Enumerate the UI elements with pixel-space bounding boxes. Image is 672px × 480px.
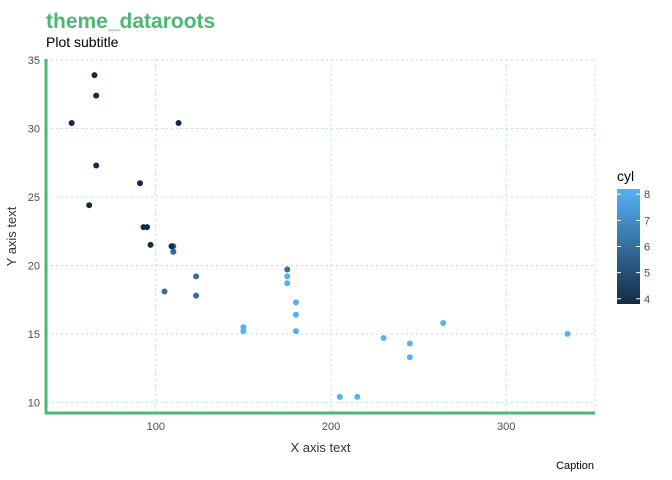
legend-title: cyl bbox=[617, 168, 634, 184]
x-axis-title: X axis text bbox=[291, 440, 351, 455]
chart-subtitle: Plot subtitle bbox=[46, 34, 119, 50]
y-tick-label: 35 bbox=[28, 55, 40, 67]
chart-title: theme_dataroots bbox=[46, 10, 215, 33]
legend-label: 7 bbox=[644, 215, 650, 227]
data-point bbox=[93, 92, 100, 99]
y-tick-label: 10 bbox=[28, 397, 40, 409]
legend: cyl 4 5 6 7 8 bbox=[617, 168, 650, 306]
legend-label: 4 bbox=[644, 294, 650, 306]
data-point bbox=[354, 393, 361, 400]
legend-label: 5 bbox=[644, 268, 650, 280]
data-point bbox=[193, 273, 200, 280]
y-axis-title: Y axis text bbox=[4, 206, 19, 266]
data-point bbox=[292, 328, 299, 335]
data-point bbox=[284, 266, 291, 273]
grid bbox=[46, 59, 596, 413]
data-point bbox=[240, 324, 247, 331]
data-point bbox=[440, 319, 447, 326]
data-point bbox=[86, 202, 93, 209]
data-point bbox=[170, 248, 177, 255]
data-point bbox=[68, 120, 75, 127]
data-points bbox=[68, 72, 571, 400]
chart-caption: Caption bbox=[556, 460, 594, 472]
data-point bbox=[175, 120, 182, 127]
data-point bbox=[91, 72, 98, 79]
axis-lines bbox=[44, 59, 595, 415]
data-point bbox=[406, 340, 413, 347]
data-point bbox=[147, 241, 154, 248]
legend-ticks: 4 5 6 7 8 bbox=[617, 189, 650, 306]
colorbar bbox=[617, 189, 640, 304]
legend-label: 6 bbox=[644, 242, 650, 254]
data-point bbox=[168, 243, 175, 250]
y-tick-label: 30 bbox=[28, 123, 40, 135]
x-tick-label: 200 bbox=[322, 421, 340, 433]
data-point bbox=[292, 299, 299, 306]
data-point bbox=[193, 292, 200, 299]
data-point bbox=[336, 393, 343, 400]
data-point bbox=[406, 354, 413, 361]
data-point bbox=[380, 335, 387, 342]
data-point bbox=[292, 311, 299, 318]
x-tick-label: 300 bbox=[497, 421, 515, 433]
data-point bbox=[93, 162, 100, 169]
data-point bbox=[137, 180, 144, 187]
data-point bbox=[564, 330, 571, 337]
data-point bbox=[284, 273, 291, 280]
data-point bbox=[240, 328, 247, 335]
y-tick-label: 15 bbox=[28, 329, 40, 341]
legend-label: 8 bbox=[644, 189, 650, 201]
x-tick-labels: 100 200 300 bbox=[147, 421, 516, 433]
y-tick-label: 20 bbox=[28, 260, 40, 272]
data-point bbox=[284, 280, 291, 287]
y-tick-labels: 10 15 20 25 30 35 bbox=[28, 55, 40, 409]
data-point bbox=[161, 288, 168, 295]
y-tick-label: 25 bbox=[28, 192, 40, 204]
data-point bbox=[144, 224, 151, 231]
x-tick-label: 100 bbox=[147, 421, 165, 433]
